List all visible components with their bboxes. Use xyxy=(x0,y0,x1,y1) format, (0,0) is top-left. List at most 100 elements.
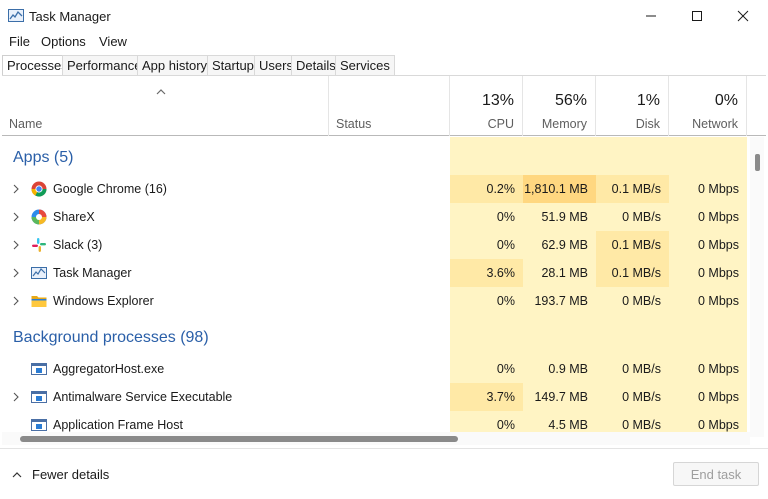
menu-options[interactable]: Options xyxy=(41,34,86,49)
cpu-value: 0% xyxy=(496,210,515,224)
table-row[interactable]: Antimalware Service Executable 3.7% 149.… xyxy=(2,383,766,411)
network-value: 0 Mbps xyxy=(698,390,739,404)
slack-icon xyxy=(32,238,46,252)
process-name: Windows Explorer xyxy=(53,294,154,308)
column-name-label: Name xyxy=(9,117,43,131)
network-heat-column xyxy=(669,137,747,437)
process-panel: Name Status 13% CPU 56% Memory 1% Disk 0… xyxy=(2,75,766,445)
tab-services[interactable]: Services xyxy=(335,55,395,75)
network-value: 0 Mbps xyxy=(698,294,739,308)
sort-up-icon xyxy=(156,89,166,95)
chevron-right-icon[interactable] xyxy=(11,212,20,222)
table-row[interactable]: Application Frame Host 0% 4.5 MB 0 MB/s … xyxy=(2,411,766,439)
column-status-label: Status xyxy=(336,117,372,131)
table-row[interactable]: Windows Explorer 0% 193.7 MB 0 MB/s 0 Mb… xyxy=(2,287,766,315)
memory-total: 56% xyxy=(554,92,587,109)
chevron-right-icon[interactable] xyxy=(11,240,20,250)
column-header-disk[interactable]: 1% Disk xyxy=(596,76,669,136)
disk-value: 0 MB/s xyxy=(622,362,661,376)
disk-label: Disk xyxy=(635,117,660,131)
column-header-name[interactable]: Name xyxy=(2,76,329,136)
column-header-status[interactable]: Status xyxy=(329,76,450,136)
chevron-right-icon[interactable] xyxy=(11,392,20,402)
disk-value: 0 MB/s xyxy=(622,390,661,404)
process-name: Google Chrome (16) xyxy=(53,182,167,196)
menu-view[interactable]: View xyxy=(99,34,127,49)
group-title-apps: Apps (5) xyxy=(13,149,74,166)
chevron-right-icon[interactable] xyxy=(11,268,20,278)
column-header-network[interactable]: 0% Network xyxy=(669,76,747,136)
group-header-apps[interactable]: Apps (5) xyxy=(2,147,766,175)
disk-value: 0.1 MB/s xyxy=(596,259,669,287)
chrome-icon xyxy=(31,181,47,197)
table-row[interactable]: ShareX 0% 51.9 MB 0 MB/s 0 Mbps xyxy=(2,203,766,231)
group-header-background[interactable]: Background processes (98) xyxy=(2,327,766,355)
end-task-button[interactable]: End task xyxy=(673,462,759,486)
tab-performance[interactable]: Performance xyxy=(62,55,147,75)
cpu-value: 0% xyxy=(496,294,515,308)
process-name: Antimalware Service Executable xyxy=(53,390,233,404)
cpu-value: 3.7% xyxy=(450,383,523,411)
sharex-icon xyxy=(31,209,47,225)
network-value: 0 Mbps xyxy=(698,362,739,376)
process-icon xyxy=(31,363,47,375)
memory-label: Memory xyxy=(541,117,587,131)
table-row[interactable]: Google Chrome (16) 0.2% 1,810.1 MB 0.1 M… xyxy=(2,175,766,203)
table-row[interactable]: AggregatorHost.exe 0% 0.9 MB 0 MB/s 0 Mb… xyxy=(2,355,766,383)
memory-value: 0.9 MB xyxy=(548,362,588,376)
table-row[interactable]: Slack (3) 0% 62.9 MB 0.1 MB/s 0 Mbps xyxy=(2,231,766,259)
process-name: ShareX xyxy=(53,210,95,224)
process-name: Slack (3) xyxy=(53,238,103,252)
network-value: 0 Mbps xyxy=(698,182,739,196)
memory-value: 62.9 MB xyxy=(541,238,588,252)
cpu-label: CPU xyxy=(487,117,514,131)
network-value: 0 Mbps xyxy=(698,266,739,280)
column-header-memory[interactable]: 56% Memory xyxy=(523,76,596,136)
cpu-value: 0% xyxy=(496,418,515,432)
disk-total: 1% xyxy=(636,92,660,109)
folder-icon xyxy=(31,296,47,307)
horizontal-scroll-thumb[interactable] xyxy=(20,436,458,442)
chevron-right-icon[interactable] xyxy=(11,184,20,194)
tab-app-history[interactable]: App history xyxy=(137,55,213,75)
horizontal-scrollbar[interactable] xyxy=(2,432,750,445)
tab-users[interactable]: Users xyxy=(254,55,298,75)
minimize-button[interactable] xyxy=(628,0,674,32)
cpu-value: 3.6% xyxy=(450,259,523,287)
disk-value: 0.1 MB/s xyxy=(596,175,669,203)
disk-value: 0.1 MB/s xyxy=(596,231,669,259)
task-manager-icon xyxy=(8,9,24,22)
menu-bar: File Options View xyxy=(0,32,768,52)
fewer-details-button[interactable]: Fewer details xyxy=(12,467,109,482)
network-value: 0 Mbps xyxy=(698,238,739,252)
memory-value: 193.7 MB xyxy=(534,294,588,308)
menu-file[interactable]: File xyxy=(9,34,30,49)
title-bar: Task Manager xyxy=(0,0,768,32)
vertical-scroll-thumb[interactable] xyxy=(755,154,760,171)
network-value: 0 Mbps xyxy=(698,210,739,224)
memory-value: 28.1 MB xyxy=(541,266,588,280)
vertical-scrollbar[interactable] xyxy=(750,137,764,437)
task-manager-icon xyxy=(31,267,47,279)
memory-value: 1,810.1 MB xyxy=(523,175,596,203)
cpu-value: 0% xyxy=(496,238,515,252)
process-name: Application Frame Host xyxy=(53,418,183,432)
disk-value: 0 MB/s xyxy=(622,294,661,308)
fewer-details-label: Fewer details xyxy=(32,467,110,482)
chevron-up-icon xyxy=(12,472,22,478)
close-button[interactable] xyxy=(720,0,766,32)
cpu-value: 0% xyxy=(496,362,515,376)
process-name: Task Manager xyxy=(53,266,132,280)
column-header-cpu[interactable]: 13% CPU xyxy=(450,76,523,136)
memory-value: 149.7 MB xyxy=(534,390,588,404)
tab-startup[interactable]: Startup xyxy=(207,55,259,75)
process-list: Apps (5) Google Chrome (16) 0.2% 1,810.1… xyxy=(2,137,766,437)
chevron-right-icon[interactable] xyxy=(11,296,20,306)
maximize-button[interactable] xyxy=(674,0,720,32)
table-row[interactable]: Task Manager 3.6% 28.1 MB 0.1 MB/s 0 Mbp… xyxy=(2,259,766,287)
tab-details[interactable]: Details xyxy=(291,55,341,75)
cpu-value: 0.2% xyxy=(450,175,523,203)
group-title-background: Background processes (98) xyxy=(13,329,209,346)
process-name: AggregatorHost.exe xyxy=(53,362,165,376)
disk-value: 0 MB/s xyxy=(622,418,661,432)
